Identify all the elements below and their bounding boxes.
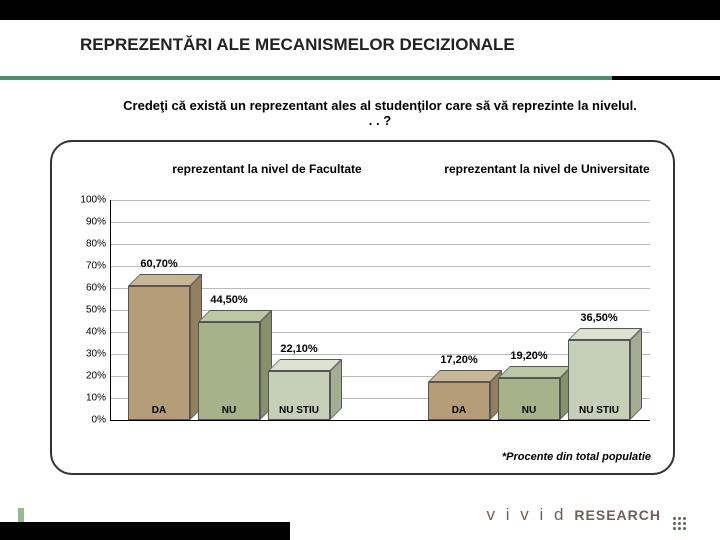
y-tick: 100% [80, 195, 106, 206]
bar-value-label: 19,20% [510, 350, 547, 362]
bar-value-label: 60,70% [140, 258, 177, 270]
footer: v i v i d RESEARCH [0, 498, 720, 540]
chart-container: reprezentant la nivel de Facultate repre… [50, 140, 675, 475]
header-underline [0, 76, 720, 80]
bar-top [428, 370, 502, 382]
bar-top [198, 310, 272, 322]
brand-vivid: v i v i d [487, 505, 567, 525]
y-tick: 60% [86, 283, 106, 294]
bar-value-label: 22,10% [280, 343, 317, 355]
y-axis: 0%10%20%30%40%50%60%70%80%90%100% [80, 200, 110, 420]
brand-research: RESEARCH [574, 507, 661, 523]
page-title: REPREZENTĂRI ALE MECANISMELOR DECIZIONAL… [80, 35, 515, 55]
y-tick: 70% [86, 261, 106, 272]
chart-footnote: *Procente din total populatie [502, 451, 651, 463]
top-black-bar [0, 0, 720, 20]
chart-title-faculty: reprezentant la nivel de Facultate [142, 162, 392, 176]
bar-value-label: 17,20% [440, 354, 477, 366]
bar-top [498, 366, 572, 378]
bar-category-label: NU STIU [279, 405, 319, 416]
bar-university-nu: NU19,20% [498, 378, 560, 420]
footer-brand: v i v i d RESEARCH [487, 505, 686, 530]
bar-university-nu-stiu: NU STIU36,50% [568, 340, 630, 420]
bar-value-label: 36,50% [580, 312, 617, 324]
subtitle-question: Credeţi că există un reprezentant ales a… [120, 98, 640, 128]
bar-category-label: NU [522, 405, 536, 416]
y-tick: 0% [92, 415, 106, 426]
bar-top [128, 274, 202, 286]
y-tick: 50% [86, 305, 106, 316]
brand-dots-icon [673, 517, 686, 530]
bar-category-label: NU STIU [579, 405, 619, 416]
bar-category-label: NU [222, 405, 236, 416]
y-tick: 30% [86, 349, 106, 360]
y-tick: 80% [86, 239, 106, 250]
bar-category-label: DA [152, 405, 166, 416]
bar-faculty-nu-stiu: NU STIU22,10% [268, 371, 330, 420]
bar-top [568, 328, 642, 340]
y-tick: 10% [86, 393, 106, 404]
y-tick: 90% [86, 217, 106, 228]
axis-x-line [110, 420, 650, 421]
bar-side [630, 328, 642, 420]
bar-category-label: DA [452, 405, 466, 416]
bar-top [268, 359, 342, 371]
footer-black-strip [0, 522, 290, 540]
y-tick: 40% [86, 327, 106, 338]
bar-university-da: DA17,20% [428, 382, 490, 420]
header: REPREZENTĂRI ALE MECANISMELOR DECIZIONAL… [0, 20, 720, 80]
chart-title-university: reprezentant la nivel de Universitate [422, 162, 672, 176]
y-tick: 20% [86, 371, 106, 382]
bar-faculty-nu: NU44,50% [198, 322, 260, 420]
bar-value-label: 44,50% [210, 294, 247, 306]
plot-area: DA60,70%NU44,50%NU STIU22,10%DA17,20%NU1… [110, 200, 650, 420]
bar-faculty-da: DA60,70% [128, 286, 190, 420]
bar-front [128, 286, 190, 420]
